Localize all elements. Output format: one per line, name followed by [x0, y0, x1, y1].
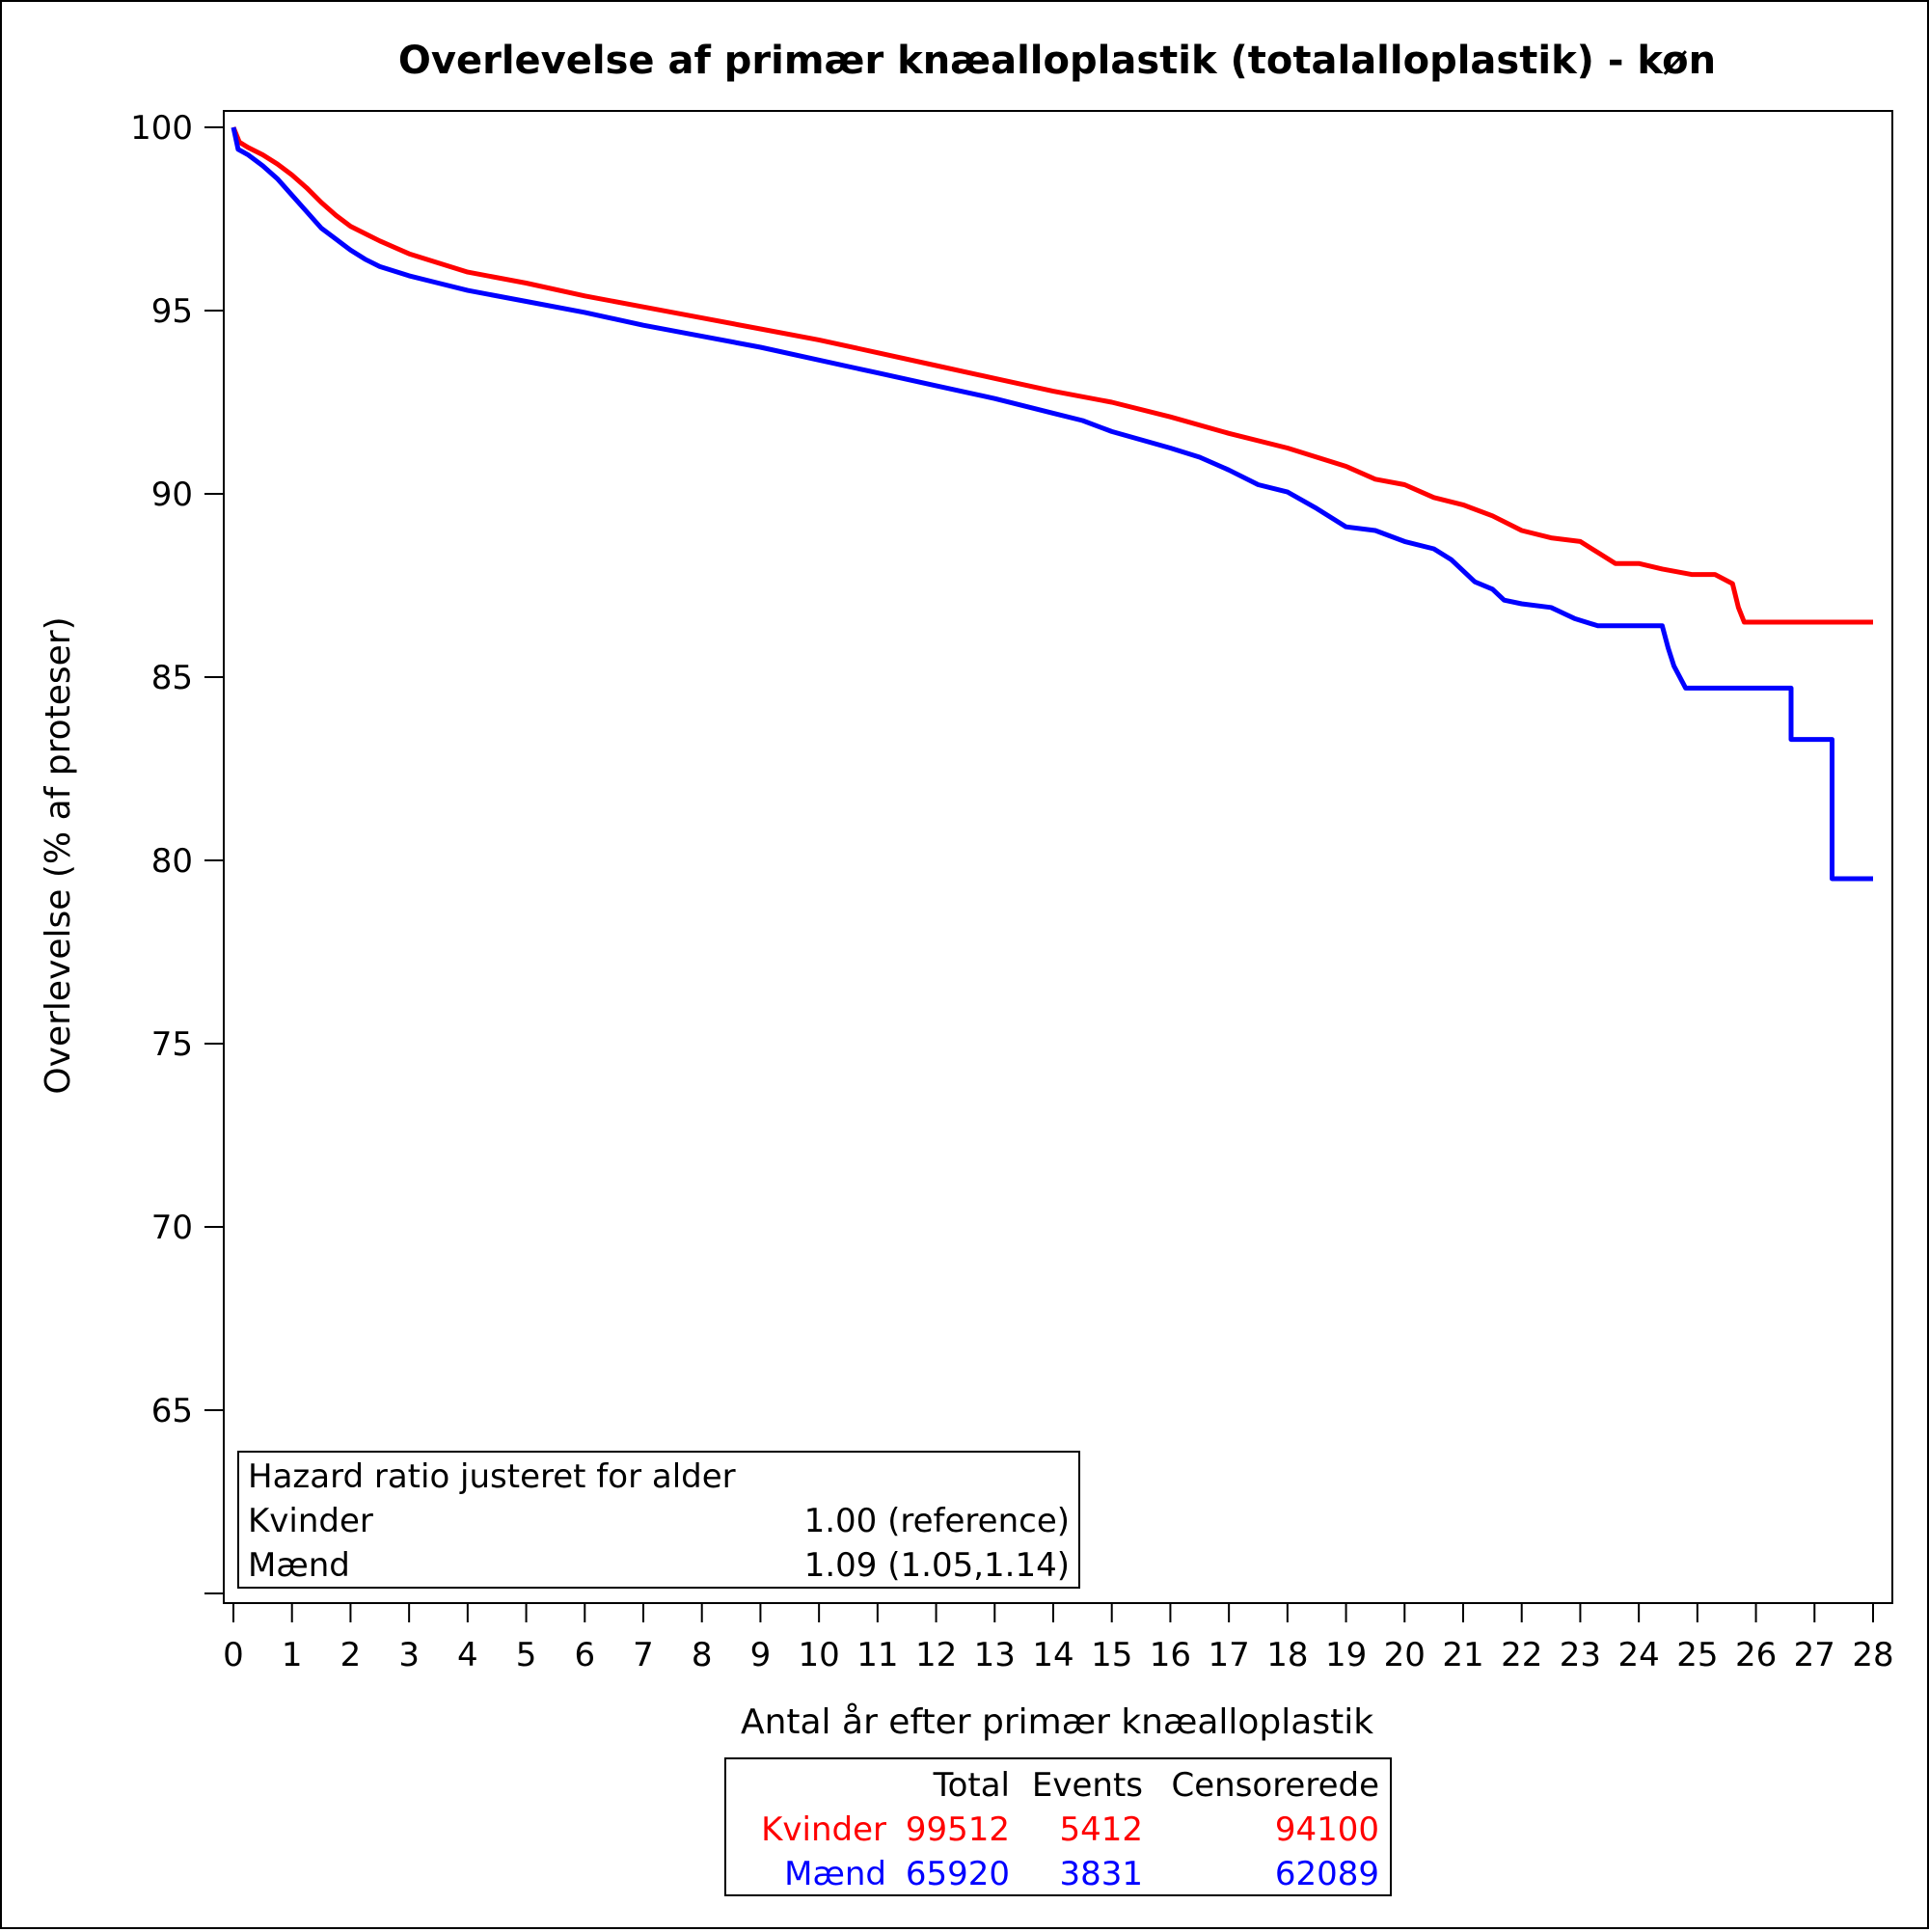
table-row-kvinder-events: 5412	[1059, 1810, 1143, 1849]
x-tick-label: 25	[1676, 1636, 1718, 1674]
table-row-maend-group: Mænd	[784, 1855, 886, 1893]
x-axis: 0 1 2 3 4 5 6 7 8 9 10 11 12 13 14 15 16 17 18 19 20 21 22 23 24…	[223, 1603, 1894, 1674]
x-tick-label: 9	[750, 1636, 772, 1674]
x-tick-label: 18	[1266, 1636, 1308, 1674]
x-tick-label: 21	[1442, 1636, 1483, 1674]
x-tick-label: 2	[340, 1636, 362, 1674]
y-tick-label: 90	[151, 476, 193, 514]
x-tick-label: 6	[574, 1636, 595, 1674]
x-tick-label: 7	[633, 1636, 654, 1674]
table-header-total: Total	[933, 1766, 1010, 1805]
x-tick-label: 23	[1560, 1636, 1601, 1674]
series-lines	[231, 126, 1873, 882]
x-tick-label: 26	[1735, 1636, 1777, 1674]
x-tick-label: 13	[974, 1636, 1016, 1674]
series-line-kvinder	[231, 126, 1873, 625]
table-header-censored: Censorerede	[1171, 1766, 1379, 1805]
hazard-ratio-box-frame	[237, 1451, 1080, 1589]
hazard-ratio-value-maend: 1.09 (1.05,1.14)	[804, 1546, 1070, 1585]
x-tick-label: 27	[1794, 1636, 1835, 1674]
x-tick-label: 16	[1150, 1636, 1191, 1674]
x-tick-label: 0	[223, 1636, 244, 1674]
table-row-maend-total: 65920	[906, 1855, 1010, 1893]
y-axis-label: Overlevelse (% af proteser)	[39, 616, 78, 1094]
y-tick-label: 75	[151, 1025, 193, 1064]
y-tick-label: 65	[151, 1392, 193, 1430]
hazard-ratio-label-maend: Mænd	[248, 1546, 350, 1585]
x-tick-label: 22	[1501, 1636, 1542, 1674]
y-tick-label: 70	[151, 1209, 193, 1247]
hazard-ratio-box: Hazard ratio justeret for alder Kvinder …	[237, 1451, 1080, 1589]
table-row-maend-events: 3831	[1059, 1855, 1143, 1893]
x-tick-label: 14	[1032, 1636, 1073, 1674]
series-line-maend	[231, 126, 1873, 882]
hazard-ratio-heading: Hazard ratio justeret for alder	[248, 1457, 736, 1496]
hazard-ratio-label-kvinder: Kvinder	[248, 1502, 373, 1540]
x-tick-label: 19	[1325, 1636, 1367, 1674]
y-tick-label: 80	[151, 842, 193, 881]
y-tick-label: 85	[151, 659, 193, 697]
x-tick-label: 20	[1384, 1636, 1426, 1674]
x-tick-label: 8	[692, 1636, 713, 1674]
x-tick-label: 12	[915, 1636, 957, 1674]
plot-area-frame	[223, 110, 1893, 1604]
x-tick-label: 17	[1209, 1636, 1250, 1674]
table-row-kvinder-censored: 94100	[1275, 1810, 1379, 1849]
table-row-maend-censored: 62089	[1275, 1855, 1379, 1893]
x-tick-label: 10	[799, 1636, 840, 1674]
x-tick-label: 11	[856, 1636, 898, 1674]
x-tick-label: 28	[1852, 1636, 1893, 1674]
y-tick-label: 100	[130, 109, 193, 148]
x-tick-label: 4	[457, 1636, 478, 1674]
x-axis-label: Antal år efter primær knæalloplastik	[741, 1702, 1373, 1742]
summary-table-frame	[724, 1757, 1392, 1896]
table-row-kvinder-total: 99512	[906, 1810, 1010, 1849]
chart-title: Overlevelse af primær knæalloplastik (to…	[398, 39, 1716, 83]
summary-table: Total Events Censorerede Kvinder 99512 5…	[724, 1757, 1392, 1896]
x-tick-label: 1	[282, 1636, 303, 1674]
x-tick-label: 5	[516, 1636, 537, 1674]
table-row-kvinder-group: Kvinder	[761, 1810, 886, 1849]
x-tick-label: 3	[398, 1636, 420, 1674]
hazard-ratio-value-kvinder: 1.00 (reference)	[804, 1502, 1070, 1540]
table-header-events: Events	[1032, 1766, 1143, 1805]
y-tick-label: 95	[151, 292, 193, 331]
x-tick-label: 24	[1618, 1636, 1660, 1674]
x-tick-label: 15	[1091, 1636, 1132, 1674]
y-axis: 65 70 75 80 85 90 95 100	[130, 109, 224, 1594]
